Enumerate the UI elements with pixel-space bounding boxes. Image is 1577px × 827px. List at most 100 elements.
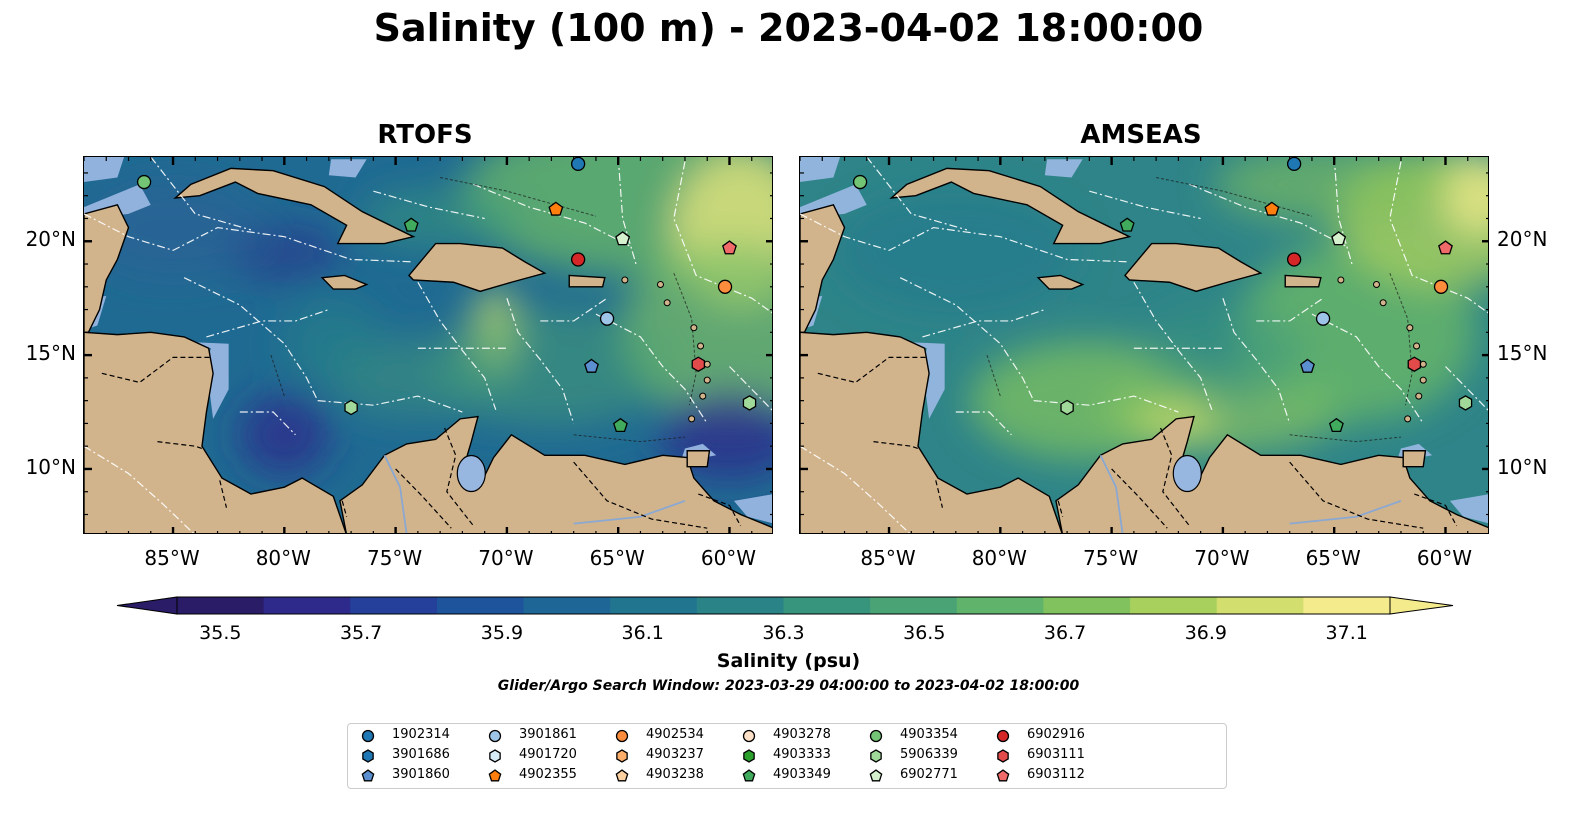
land-trinidad <box>1402 450 1427 468</box>
colorbar-tick-label: 36.3 <box>762 622 805 644</box>
lon-tick-label: 85°W <box>144 546 200 570</box>
lon-tick-label: 80°W <box>971 546 1027 570</box>
float-marker-5906339[interactable] <box>1060 399 1074 416</box>
legend-item-4903278: 4903278 <box>741 725 866 745</box>
colorbar-segment <box>1303 597 1391 614</box>
lat-tick-label-right: 15°N <box>1497 341 1548 366</box>
legend-item-4902534: 4902534 <box>614 725 739 745</box>
float-marker-6902916[interactable] <box>1286 252 1302 267</box>
land-puerto-rico <box>1284 274 1322 288</box>
float-marker-4903349[interactable] <box>1119 217 1135 232</box>
legend-marker-icon <box>362 749 374 763</box>
legend-item-4903349: 4903349 <box>741 765 866 785</box>
legend-item-6902916: 6902916 <box>995 725 1120 745</box>
colorbar-segment <box>350 597 438 614</box>
colorbar-segment <box>263 597 351 614</box>
float-marker-4902534[interactable] <box>1433 279 1449 294</box>
legend-label: 4901720 <box>519 747 577 762</box>
colorbar-tick-label: 36.5 <box>903 622 946 644</box>
float-marker-1902314[interactable] <box>1286 157 1302 171</box>
legend-marker-icon <box>997 749 1009 763</box>
lon-tick-label: 70°W <box>478 546 534 570</box>
legend-label: 4903238 <box>646 767 704 782</box>
legend-marker-3901860 <box>361 769 375 782</box>
float-marker-5906339[interactable] <box>344 399 358 416</box>
legend-marker-icon <box>742 729 756 743</box>
legend-marker-icon <box>615 769 629 782</box>
legend-marker-4903237 <box>616 749 628 763</box>
float-marker-4903354[interactable] <box>852 174 868 190</box>
float-marker-3901860[interactable] <box>584 358 599 373</box>
lat-tick-label-left: 20°N <box>25 227 76 252</box>
legend-label: 6903111 <box>1027 747 1085 762</box>
lon-tick-label: 80°W <box>255 546 311 570</box>
land-south-america <box>1055 415 1488 533</box>
legend-label: 4902534 <box>646 727 704 742</box>
float-marker-6902771[interactable] <box>615 231 631 246</box>
float-marker-6903111[interactable] <box>691 356 706 372</box>
legend-item-6903112: 6903112 <box>995 765 1120 785</box>
float-marker-4902355[interactable] <box>548 201 564 216</box>
float-marker-4903349[interactable] <box>1328 417 1344 433</box>
legend-item-1902314: 1902314 <box>360 725 485 745</box>
map-rtofs[interactable] <box>83 156 773 534</box>
panel-title-amseas: AMSEAS <box>1080 120 1202 150</box>
legend-item-3901861: 3901861 <box>487 725 612 745</box>
legend-marker-icon <box>488 769 502 782</box>
land-puerto-rico <box>568 274 606 288</box>
float-marker-3901860[interactable] <box>1300 358 1315 373</box>
land-cuba <box>173 167 416 245</box>
map-amseas[interactable] <box>799 156 1489 534</box>
legend-item-4902355: 4902355 <box>487 765 612 785</box>
lon-tick-label: 65°W <box>1305 546 1361 570</box>
float-marker-5906339[interactable] <box>1458 395 1473 411</box>
float-marker-4903354[interactable] <box>136 174 152 190</box>
colorbar-label: Salinity (psu) <box>716 650 861 672</box>
legend-marker-icon <box>615 729 629 743</box>
colorbar-segment <box>1130 597 1218 614</box>
float-marker-6903111[interactable] <box>1407 356 1422 372</box>
legend-label: 5906339 <box>900 747 958 762</box>
panel-title-rtofs: RTOFS <box>377 120 473 150</box>
legend-marker-icon <box>361 729 375 743</box>
legend-label: 4903278 <box>773 727 831 742</box>
legend-item-4901720: 4901720 <box>487 745 612 765</box>
float-marker-4902534[interactable] <box>717 279 733 294</box>
land-jamaica <box>1036 274 1085 290</box>
float-marker-6903112[interactable] <box>722 240 737 255</box>
float-marker-3901861[interactable] <box>1315 311 1331 326</box>
colorbar-tick-label: 36.1 <box>621 622 664 644</box>
float-marker-4903349[interactable] <box>612 417 628 433</box>
float-marker-5906339[interactable] <box>742 395 757 411</box>
legend-item-4903333: 4903333 <box>741 745 866 765</box>
legend-marker-4901720 <box>489 749 501 763</box>
legend-item-5906339: 5906339 <box>868 745 993 765</box>
float-marker-4903349[interactable] <box>403 217 419 232</box>
legend-marker-icon <box>616 749 628 763</box>
land-hispaniola <box>1124 242 1263 293</box>
lon-tick-label: 70°W <box>1194 546 1250 570</box>
lat-tick-label-right: 10°N <box>1497 454 1548 479</box>
colorbar-segment <box>177 597 265 614</box>
float-marker-6902771[interactable] <box>1331 231 1347 246</box>
float-marker-3901861[interactable] <box>599 311 615 326</box>
legend-marker-4903333 <box>743 749 755 763</box>
float-marker-6903112[interactable] <box>1438 240 1453 255</box>
colorbar-segment <box>870 597 958 614</box>
lon-tick-label: 85°W <box>860 546 916 570</box>
legend-marker-4902355 <box>488 769 502 782</box>
legend-marker-3901686 <box>362 749 374 763</box>
legend-label: 4903237 <box>646 747 704 762</box>
legend-marker-4903238 <box>615 769 629 782</box>
float-marker-4902355[interactable] <box>1264 201 1280 216</box>
legend-item-4903238: 4903238 <box>614 765 739 785</box>
lon-tick-label: 75°W <box>1082 546 1139 570</box>
lon-tick-label: 75°W <box>366 546 423 570</box>
legend-marker-icon <box>996 729 1010 743</box>
float-marker-6902916[interactable] <box>570 252 586 267</box>
legend-marker-icon <box>361 769 375 782</box>
float-marker-1902314[interactable] <box>570 157 586 171</box>
legend-label: 6902916 <box>1027 727 1085 742</box>
colorbar-segment <box>1216 597 1304 614</box>
lon-tick-label: 60°W <box>700 546 757 570</box>
